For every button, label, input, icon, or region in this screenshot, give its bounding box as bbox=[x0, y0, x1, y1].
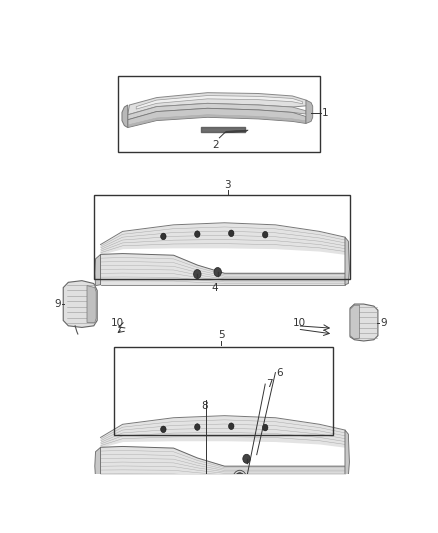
Polygon shape bbox=[128, 93, 309, 115]
Circle shape bbox=[229, 423, 234, 430]
Circle shape bbox=[194, 424, 200, 430]
Polygon shape bbox=[350, 304, 378, 341]
Circle shape bbox=[194, 231, 200, 237]
Polygon shape bbox=[95, 447, 101, 479]
Polygon shape bbox=[122, 105, 128, 127]
Text: 6: 6 bbox=[276, 368, 283, 377]
Circle shape bbox=[229, 230, 234, 237]
Polygon shape bbox=[95, 254, 101, 286]
Text: 1: 1 bbox=[322, 108, 329, 118]
Polygon shape bbox=[350, 305, 360, 339]
Circle shape bbox=[262, 424, 268, 431]
Polygon shape bbox=[136, 95, 303, 109]
Text: 4: 4 bbox=[211, 282, 218, 293]
Text: 3: 3 bbox=[225, 180, 231, 190]
Circle shape bbox=[161, 233, 166, 240]
Circle shape bbox=[262, 231, 268, 238]
Polygon shape bbox=[128, 103, 306, 120]
Polygon shape bbox=[63, 281, 97, 327]
Text: 5: 5 bbox=[218, 330, 224, 340]
Text: 9: 9 bbox=[54, 300, 61, 310]
Text: 2: 2 bbox=[213, 140, 219, 150]
Text: 7: 7 bbox=[266, 379, 272, 389]
Circle shape bbox=[235, 473, 244, 484]
Polygon shape bbox=[224, 130, 248, 133]
Polygon shape bbox=[128, 108, 306, 127]
Bar bbox=[117, 76, 319, 152]
Polygon shape bbox=[87, 286, 96, 322]
Circle shape bbox=[214, 268, 222, 277]
Circle shape bbox=[194, 270, 201, 279]
Text: 10: 10 bbox=[111, 318, 124, 328]
Circle shape bbox=[161, 426, 166, 433]
Polygon shape bbox=[345, 430, 350, 478]
Bar bbox=[94, 195, 350, 279]
Text: 10: 10 bbox=[293, 318, 305, 328]
Circle shape bbox=[243, 454, 250, 463]
Polygon shape bbox=[306, 100, 313, 124]
Text: 9: 9 bbox=[380, 318, 387, 327]
Text: 8: 8 bbox=[201, 401, 208, 411]
Bar bbox=[114, 347, 333, 435]
Polygon shape bbox=[345, 237, 350, 285]
Circle shape bbox=[203, 487, 208, 493]
